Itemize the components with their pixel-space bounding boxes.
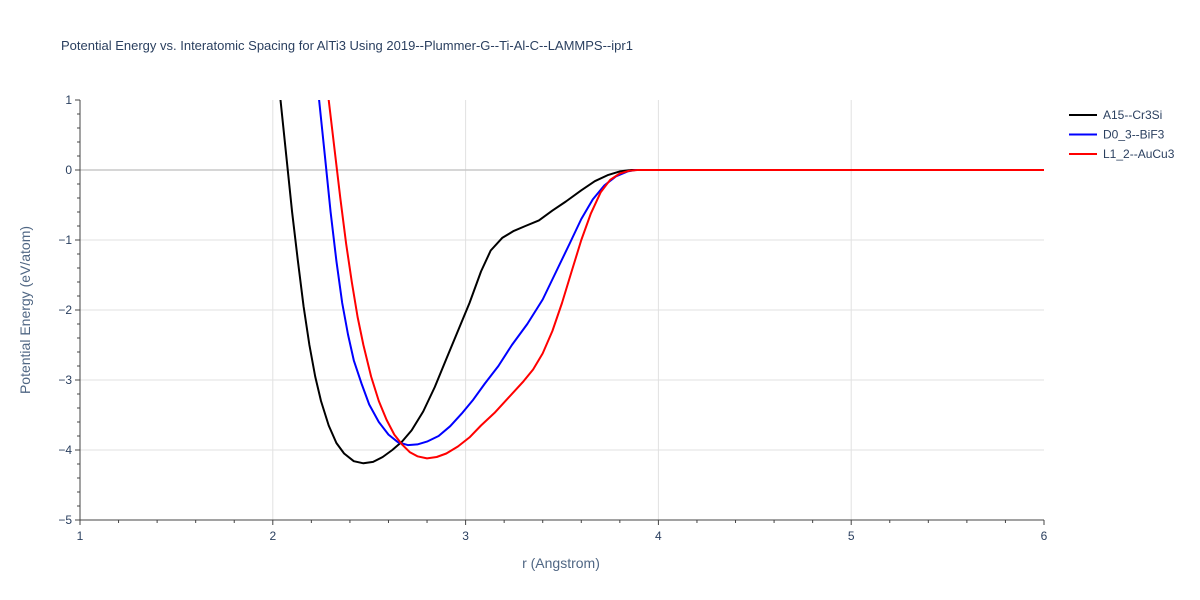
- x-tick-label: 5: [848, 529, 855, 543]
- grid: [80, 100, 1044, 520]
- y-tick-label: −5: [58, 513, 72, 527]
- y-tick-label: −2: [58, 303, 72, 317]
- legend[interactable]: A15--Cr3Si D0_3--BiF3 L1_2--AuCu3: [1069, 108, 1175, 161]
- y-tick-label: 0: [65, 163, 72, 177]
- legend-label: L1_2--AuCu3: [1103, 147, 1175, 161]
- y-tick-label: 1: [65, 93, 72, 107]
- x-tick-label: 4: [655, 529, 662, 543]
- series-line-2: [327, 100, 1044, 460]
- y-tick-label: −3: [58, 373, 72, 387]
- x-axis-title: r (Angstrom): [522, 555, 600, 571]
- legend-label: A15--Cr3Si: [1103, 108, 1162, 122]
- y-tick-label: −1: [58, 233, 72, 247]
- y-axis-title: Potential Energy (eV/atom): [17, 226, 33, 394]
- x-tick-label: 2: [269, 529, 276, 543]
- chart-title: Potential Energy vs. Interatomic Spacing…: [61, 38, 633, 53]
- x-tick-label: 6: [1041, 529, 1048, 543]
- plot-area: [279, 100, 1044, 465]
- series-line-0: [279, 100, 1044, 465]
- x-tick-label: 1: [77, 529, 84, 543]
- legend-label: D0_3--BiF3: [1103, 128, 1165, 142]
- x-tick-label: 3: [462, 529, 469, 543]
- legend-item[interactable]: D0_3--BiF3: [1069, 128, 1165, 142]
- series-line-1: [318, 100, 1044, 447]
- legend-item[interactable]: A15--Cr3Si: [1069, 108, 1162, 122]
- legend-item[interactable]: L1_2--AuCu3: [1069, 147, 1175, 161]
- y-tick-label: −4: [58, 443, 72, 457]
- axes: 1 2 3 4 5 6 −5 −4 −3 −2 −1 0 1: [58, 93, 1047, 543]
